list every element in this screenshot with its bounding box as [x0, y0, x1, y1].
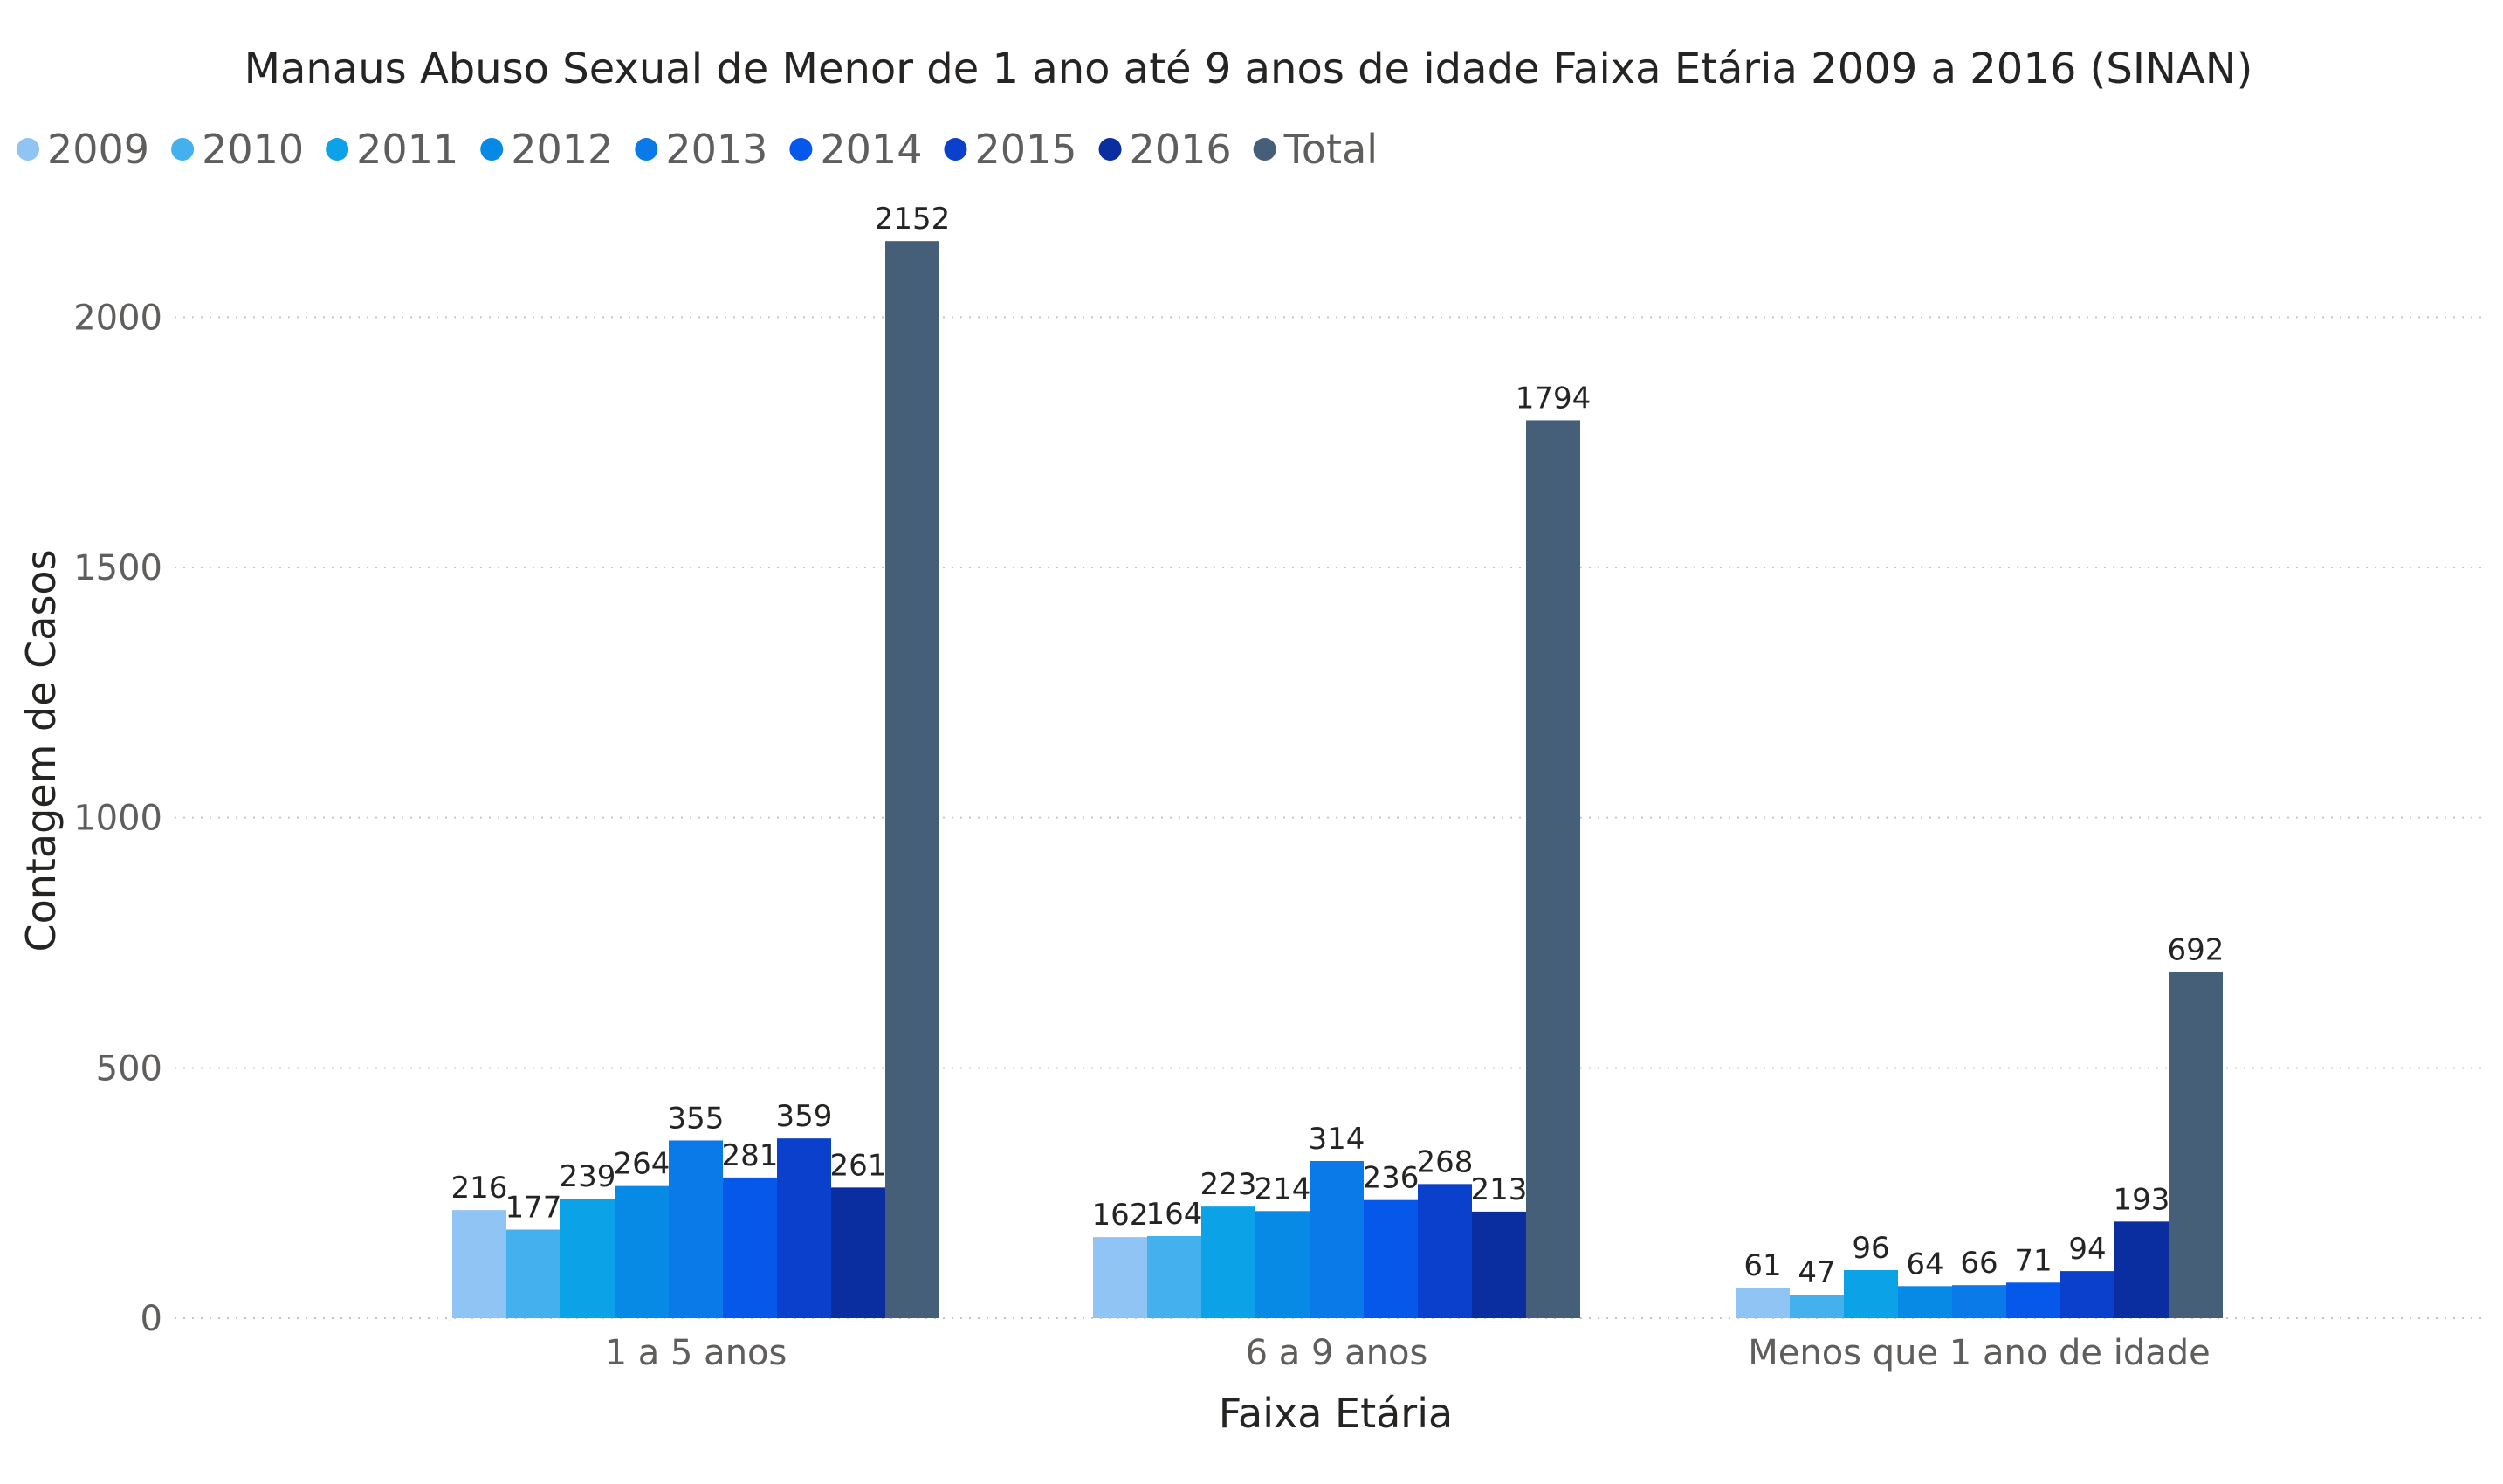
data-label: 314	[1309, 1122, 1365, 1157]
legend-marker-2015	[944, 138, 967, 161]
bar-2010-3	[1790, 1295, 1844, 1318]
data-label: 164	[1146, 1197, 1203, 1232]
legend-label-2010: 2010	[202, 126, 304, 173]
data-label: 193	[2114, 1182, 2170, 1217]
data-label: 236	[1363, 1161, 1420, 1196]
data-label: 264	[614, 1147, 670, 1182]
data-label: 64	[1906, 1247, 1943, 1281]
data-label: 213	[1471, 1172, 1528, 1207]
legend-label-2015: 2015	[974, 126, 1076, 173]
data-label: 281	[722, 1138, 779, 1173]
bar-2014-3	[2006, 1282, 2060, 1318]
legend: 2009 2010 2011 2012 2013 2014 2015 2016 Total	[17, 126, 1378, 173]
legend-marker-2011	[326, 138, 349, 161]
data-label: 1794	[1516, 381, 1592, 416]
legend-marker-2012	[480, 138, 504, 161]
data-label: 66	[1960, 1246, 1998, 1281]
data-label: 47	[1798, 1255, 1835, 1290]
bar-2009-2	[1093, 1237, 1147, 1318]
bar-2012-2	[1255, 1211, 1310, 1318]
bars	[452, 241, 2223, 1319]
data-label: 692	[2168, 932, 2225, 967]
bar-2016-3	[2114, 1221, 2169, 1318]
bar-2011-3	[1844, 1269, 1898, 1318]
legend-label-2011: 2011	[356, 126, 458, 173]
x-tick-label: 6 a 9 anos	[1246, 1333, 1428, 1373]
bar-2012-1	[615, 1185, 669, 1318]
y-tick-label: 1000	[73, 799, 162, 839]
data-label: 261	[830, 1148, 887, 1183]
bar-total-2	[1526, 420, 1580, 1319]
legend-marker-total	[1253, 138, 1276, 161]
bar-2013-3	[1952, 1285, 2006, 1318]
data-label: 96	[1852, 1231, 1889, 1266]
bar-2015-3	[2060, 1271, 2114, 1318]
x-tick-label: Menos que 1 ano de idade	[1748, 1333, 2211, 1373]
y-axis-title: Contagem de Casos	[17, 549, 65, 952]
legend-marker-2013	[635, 138, 658, 161]
legend-marker-2016	[1098, 138, 1122, 161]
y-axis-ticks: 0 500 1000 1500 2000	[73, 298, 162, 1339]
legend-marker-2009	[17, 138, 39, 161]
data-label: 71	[2014, 1243, 2052, 1278]
bar-2016-2	[1472, 1211, 1526, 1318]
data-label: 94	[2068, 1232, 2106, 1267]
bar-2009-1	[452, 1210, 506, 1318]
legend-label-total: Total	[1283, 126, 1378, 173]
data-label: 216	[451, 1171, 508, 1206]
x-axis-title: Faixa Etária	[1219, 1390, 1453, 1437]
legend-label-2013: 2013	[665, 126, 767, 173]
legend-label-2009: 2009	[47, 126, 149, 173]
y-tick-label: 0	[141, 1299, 162, 1339]
bar-2009-3	[1736, 1288, 1790, 1318]
bar-2013-1	[669, 1140, 723, 1318]
bar-2014-2	[1364, 1199, 1418, 1318]
legend-label-2014: 2014	[820, 126, 922, 173]
bar-total-1	[885, 241, 939, 1319]
legend-marker-2010	[171, 138, 195, 161]
data-label: 223	[1200, 1167, 1257, 1202]
bar-2010-1	[506, 1229, 560, 1318]
data-label: 177	[505, 1191, 562, 1226]
x-axis-ticks: 1 a 5 anos 6 a 9 anos Menos que 1 ano de i…	[605, 1333, 2211, 1373]
bar-2011-1	[560, 1198, 615, 1318]
legend-marker-2014	[789, 138, 813, 161]
y-tick-label: 2000	[73, 298, 162, 338]
data-label: 359	[776, 1099, 833, 1134]
y-tick-label: 1500	[73, 548, 162, 588]
x-tick-label: 1 a 5 anos	[605, 1333, 787, 1373]
data-label: 355	[668, 1101, 725, 1136]
y-tick-label: 500	[96, 1048, 162, 1089]
data-label: 2152	[875, 202, 951, 237]
data-label: 214	[1255, 1171, 1311, 1206]
legend-label-2016: 2016	[1130, 126, 1232, 173]
data-label: 268	[1417, 1144, 1474, 1179]
bar-2015-1	[777, 1138, 831, 1318]
bar-2015-2	[1418, 1184, 1472, 1318]
bar-2012-3	[1898, 1286, 1952, 1318]
legend-label-2012: 2012	[511, 126, 613, 173]
bar-2011-2	[1201, 1206, 1255, 1318]
bar-2010-2	[1147, 1235, 1201, 1318]
data-label: 61	[1743, 1248, 1781, 1283]
data-label: 162	[1092, 1198, 1149, 1233]
chart-title: Manaus Abuso Sexual de Menor de 1 ano at…	[244, 45, 2253, 93]
bar-2013-2	[1310, 1160, 1364, 1318]
bar-total-3	[2169, 972, 2223, 1318]
data-label: 239	[560, 1159, 616, 1194]
bar-2014-1	[723, 1177, 777, 1318]
bar-2016-1	[831, 1187, 885, 1318]
